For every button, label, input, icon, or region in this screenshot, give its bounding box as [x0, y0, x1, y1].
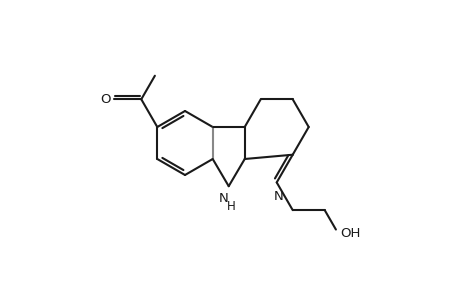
Text: OH: OH — [339, 227, 359, 240]
Text: H: H — [227, 200, 235, 213]
Text: N: N — [273, 190, 283, 203]
Text: N: N — [218, 192, 228, 205]
Text: O: O — [101, 93, 111, 106]
